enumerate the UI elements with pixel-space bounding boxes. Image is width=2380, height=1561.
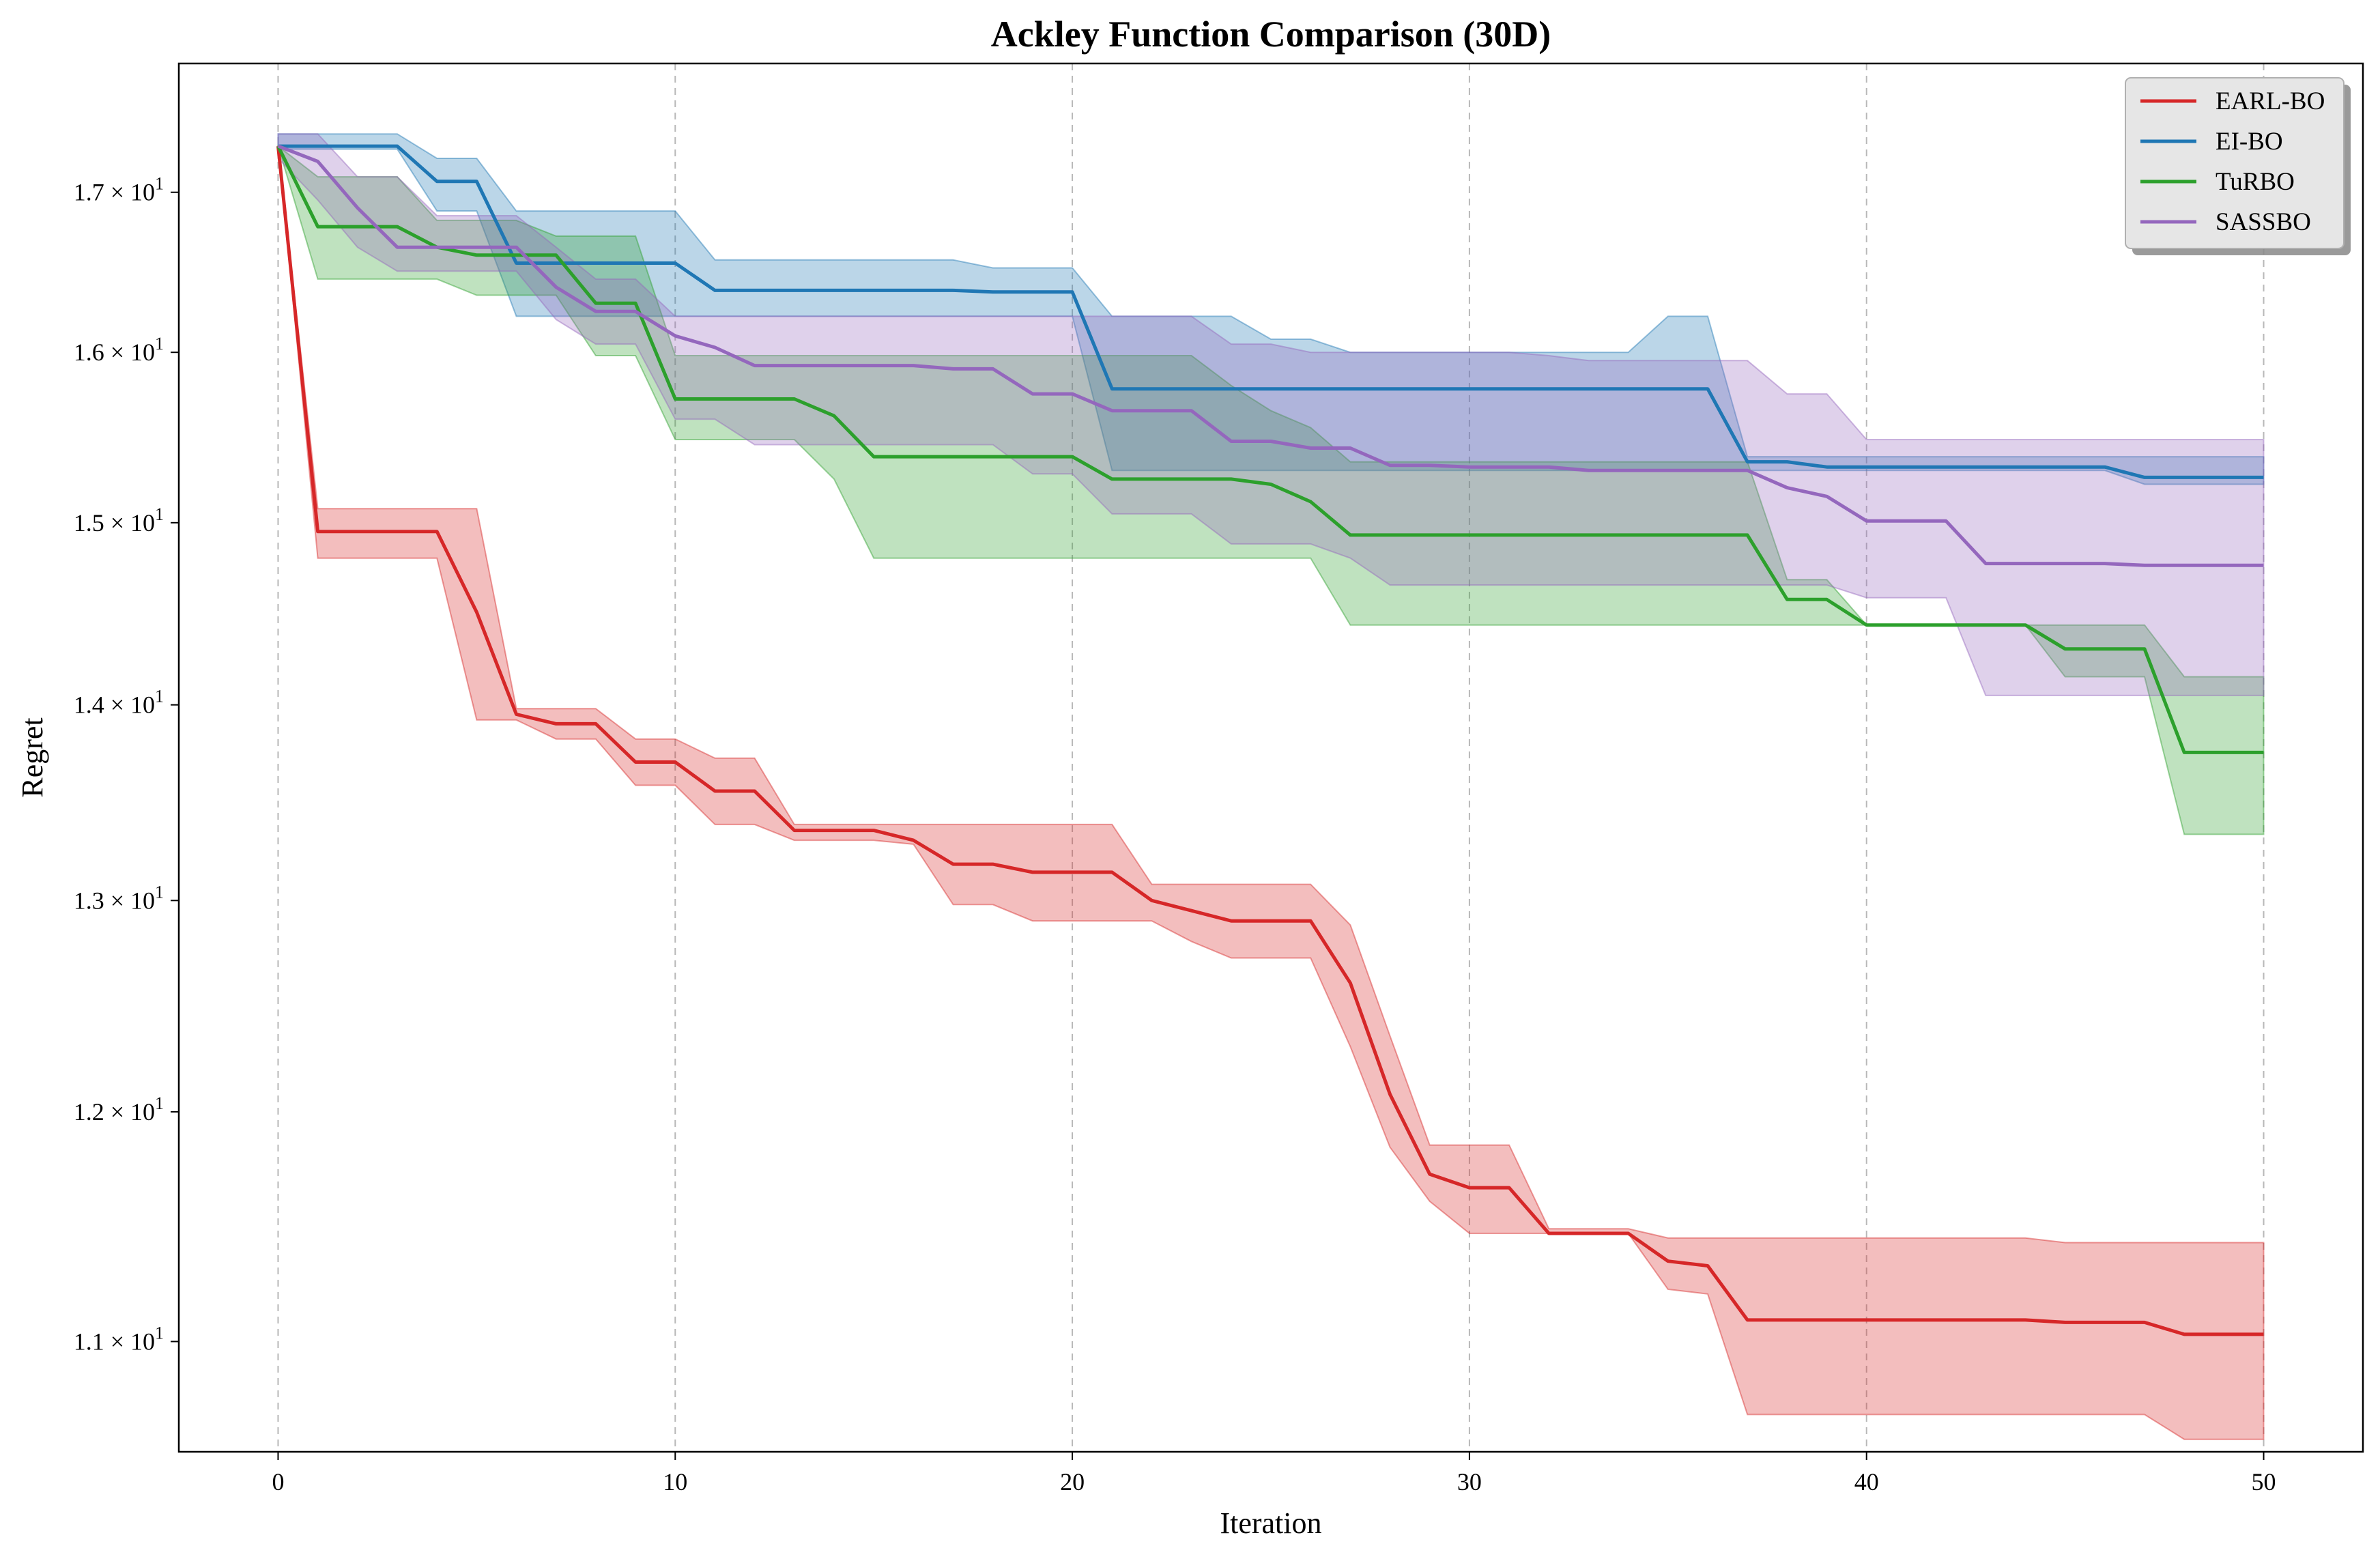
legend: EARL-BO EI-BO TuRBO SASSBO [2125,77,2351,255]
band-sassbo [277,133,2265,696]
x-tick-label: 40 [1854,1468,1879,1495]
y-tick-label: 1.7 × 101 [74,174,164,206]
x-axis-ticks: 0 10 20 30 40 50 [272,1452,2276,1495]
chart-title: Ackley Function Comparison (30D) [991,14,1551,55]
plot-area [179,63,2363,1452]
y-tick-label: 1.4 × 101 [74,687,164,719]
y-axis-ticks: 1.1 × 101 1.2 × 101 1.3 × 101 1.4 × 101 1.5 … [74,174,179,1355]
band-ei-bo [277,133,2265,485]
x-axis-title: Iteration [1220,1506,1321,1540]
legend-label-ei-bo: EI-BO [2216,128,2283,156]
x-tick-label: 50 [2252,1468,2276,1495]
series-lines [276,144,2264,1336]
confidence-bands [276,133,2265,1440]
x-gridlines [277,63,2265,1452]
y-axis-title: Regret [16,717,49,797]
y-tick-label: 1.5 × 101 [74,504,164,536]
x-tick-label: 30 [1457,1468,1482,1495]
line-sassbo [277,144,2264,567]
y-tick-label: 1.1 × 101 [74,1323,164,1355]
band-earl-bo [277,145,2265,1440]
band-turbo [276,144,2265,835]
y-tick-label: 1.6 × 101 [74,334,164,366]
line-ei-bo [278,144,2264,479]
legend-label-sassbo: SASSBO [2216,208,2311,236]
x-tick-label: 0 [272,1468,284,1495]
legend-box [2125,77,2345,249]
plot-frame [177,62,2364,1453]
line-turbo [276,145,2264,754]
legend-label-earl-bo: EARL-BO [2216,87,2325,115]
legend-label-turbo: TuRBO [2216,168,2295,196]
x-tick-label: 20 [1060,1468,1085,1495]
y-tick-label: 1.3 × 101 [74,882,164,914]
y-tick-label: 1.2 × 101 [74,1093,164,1126]
legend-items: EARL-BO EI-BO TuRBO SASSBO [2140,87,2325,236]
line-earl-bo [276,145,2264,1336]
x-tick-label: 10 [663,1468,687,1495]
